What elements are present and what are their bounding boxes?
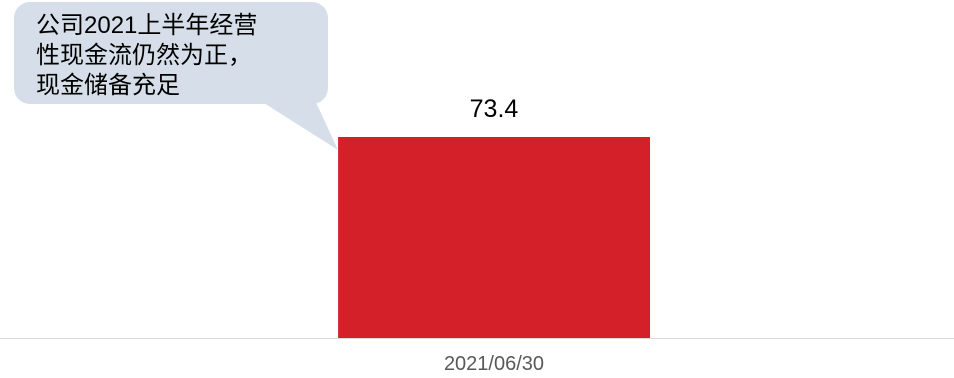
callout-line-2: 性现金流仍然为正， xyxy=(36,42,252,69)
x-tick-labels: 2021/06/30 xyxy=(444,353,544,375)
bar-2021-06-30 xyxy=(338,137,650,338)
callout-annotation: 公司2021上半年经营 性现金流仍然为正， 现金储备充足 xyxy=(14,2,338,150)
bar-series xyxy=(338,137,650,338)
data-label-2021-06-30: 73.4 xyxy=(470,95,519,123)
callout-bubble xyxy=(14,2,328,104)
callout-line-1: 公司2021上半年经营 xyxy=(36,12,257,39)
data-labels: 73.4 xyxy=(470,95,519,123)
callout-pointer xyxy=(256,98,338,150)
callout-line-3: 现金储备充足 xyxy=(36,72,180,99)
x-tick-label-2021-06-30: 2021/06/30 xyxy=(444,353,544,375)
